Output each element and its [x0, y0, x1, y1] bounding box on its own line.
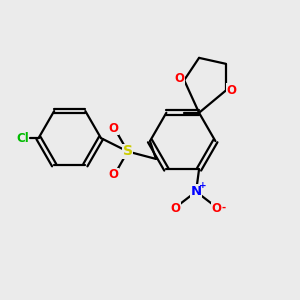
Text: O: O [226, 84, 236, 97]
Text: Cl: Cl [16, 132, 29, 145]
Text: -: - [222, 203, 226, 213]
Text: O: O [170, 202, 180, 215]
Text: O: O [212, 202, 222, 215]
Text: O: O [108, 122, 118, 135]
Text: N: N [190, 185, 202, 198]
Text: +: + [199, 181, 206, 190]
Text: O: O [175, 72, 185, 85]
Text: S: S [123, 145, 133, 158]
Text: O: O [108, 168, 118, 181]
